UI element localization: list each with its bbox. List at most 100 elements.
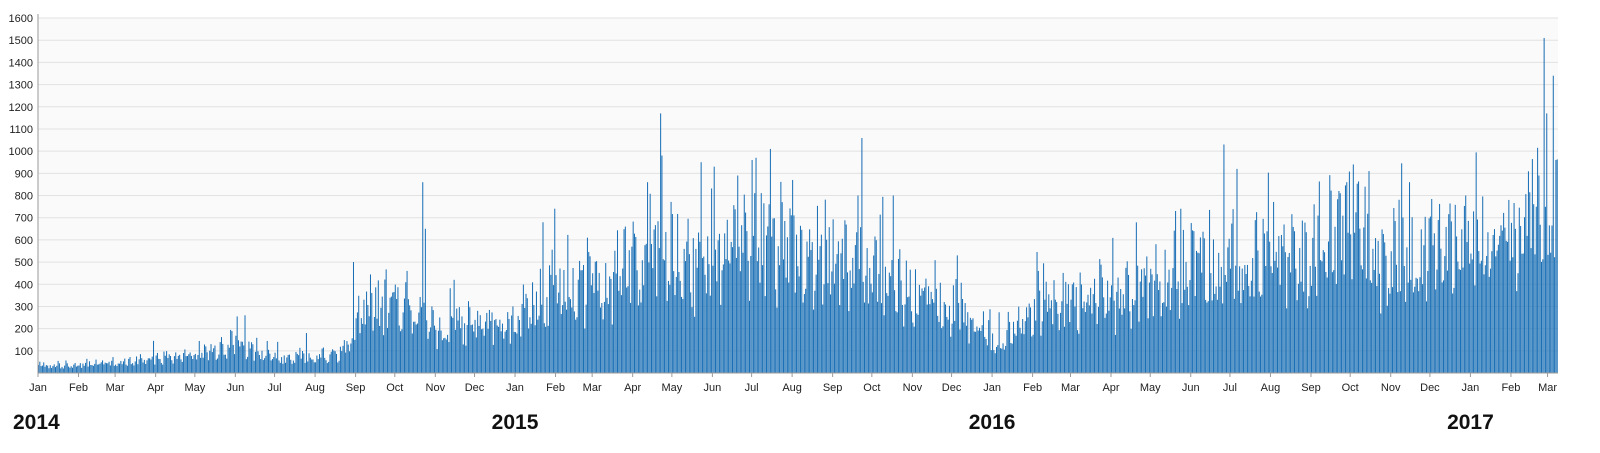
- daily-bar: [423, 302, 425, 373]
- x-tick-label: Jun: [226, 382, 244, 394]
- daily-bar: [786, 237, 788, 373]
- daily-bar: [1412, 292, 1414, 373]
- daily-bar: [1483, 274, 1485, 373]
- daily-bar: [615, 273, 617, 373]
- axes: [37, 14, 1558, 377]
- x-tick-label: Sep: [1301, 382, 1321, 394]
- daily-bar: [373, 316, 375, 373]
- daily-bar: [385, 269, 387, 373]
- daily-bar: [492, 344, 494, 373]
- daily-bar: [368, 316, 370, 373]
- daily-bar: [998, 312, 1000, 373]
- daily-bar: [1239, 266, 1241, 373]
- daily-bar: [147, 358, 149, 373]
- daily-bar: [91, 365, 93, 373]
- daily-bar: [802, 302, 804, 373]
- daily-bar: [162, 364, 164, 373]
- daily-bar: [406, 270, 408, 373]
- daily-bar: [70, 366, 72, 373]
- daily-bar: [639, 289, 641, 373]
- daily-bar: [1219, 286, 1221, 373]
- daily-bar: [38, 364, 40, 373]
- y-tick-label: 700: [15, 213, 33, 225]
- daily-bar: [964, 303, 966, 373]
- daily-bar: [138, 359, 140, 373]
- daily-bar: [797, 266, 799, 373]
- daily-bar: [47, 365, 49, 373]
- daily-bar: [1078, 333, 1080, 373]
- daily-bar: [1359, 228, 1361, 373]
- daily-bar: [249, 348, 251, 373]
- daily-bar: [549, 265, 551, 373]
- daily-bar: [688, 254, 690, 373]
- daily-bar: [168, 354, 170, 373]
- daily-bar: [635, 236, 637, 373]
- daily-bar: [324, 357, 326, 373]
- daily-bar: [836, 254, 838, 373]
- daily-bar: [518, 320, 520, 373]
- daily-bar: [449, 288, 451, 373]
- daily-bar: [1139, 281, 1141, 373]
- daily-bar: [1484, 265, 1486, 373]
- daily-bar: [558, 292, 560, 373]
- daily-bar: [141, 358, 143, 373]
- daily-bar: [321, 348, 323, 373]
- daily-bar: [1365, 278, 1367, 373]
- daily-bar: [82, 363, 84, 373]
- daily-bar: [60, 368, 62, 373]
- daily-bar: [640, 302, 642, 373]
- daily-bar: [1478, 251, 1480, 373]
- daily-bar: [1448, 214, 1450, 373]
- x-tick-label: Oct: [1342, 382, 1359, 394]
- daily-bar: [930, 291, 932, 373]
- daily-bar: [377, 280, 379, 373]
- daily-bar: [613, 271, 615, 373]
- daily-bar: [880, 303, 883, 373]
- daily-bar: [752, 235, 754, 373]
- daily-bar: [529, 317, 531, 373]
- daily-bar: [1050, 300, 1052, 373]
- daily-bar: [715, 249, 717, 373]
- daily-bar: [1067, 284, 1069, 373]
- daily-bar: [554, 208, 556, 373]
- daily-bar: [1011, 343, 1013, 373]
- daily-bar: [134, 361, 136, 373]
- daily-bar: [292, 360, 294, 373]
- daily-bar: [1459, 269, 1461, 373]
- daily-bar: [481, 329, 483, 373]
- daily-bar: [708, 264, 710, 373]
- daily-bar: [390, 296, 392, 373]
- daily-bar: [254, 351, 256, 373]
- daily-bar: [762, 265, 764, 373]
- daily-bar: [88, 361, 90, 373]
- daily-bar: [742, 252, 744, 373]
- daily-bar: [1002, 343, 1004, 373]
- daily-bar: [674, 295, 676, 373]
- daily-bar: [559, 268, 561, 373]
- daily-bar: [661, 155, 663, 373]
- daily-bar: [843, 278, 845, 373]
- daily-bar: [1018, 306, 1020, 373]
- daily-bar: [1210, 273, 1212, 373]
- daily-bar: [764, 296, 766, 373]
- daily-bar: [495, 319, 497, 373]
- daily-bar: [352, 262, 354, 373]
- daily-bar: [822, 304, 824, 373]
- daily-bar: [1527, 171, 1529, 373]
- daily-bar: [990, 350, 992, 373]
- daily-bar: [294, 362, 296, 373]
- daily-bar: [1056, 302, 1058, 373]
- daily-bar: [1436, 269, 1438, 373]
- daily-bar: [895, 311, 897, 373]
- daily-bar: [1107, 280, 1109, 373]
- daily-bar: [897, 258, 899, 373]
- daily-bar: [1232, 209, 1234, 373]
- daily-bar: [614, 250, 616, 373]
- daily-bar: [466, 325, 468, 373]
- daily-bar: [841, 238, 843, 373]
- daily-bar: [437, 330, 439, 373]
- daily-bar: [777, 246, 779, 373]
- daily-bar: [1335, 283, 1337, 373]
- daily-bar: [1216, 299, 1218, 373]
- daily-bar: [1342, 215, 1344, 373]
